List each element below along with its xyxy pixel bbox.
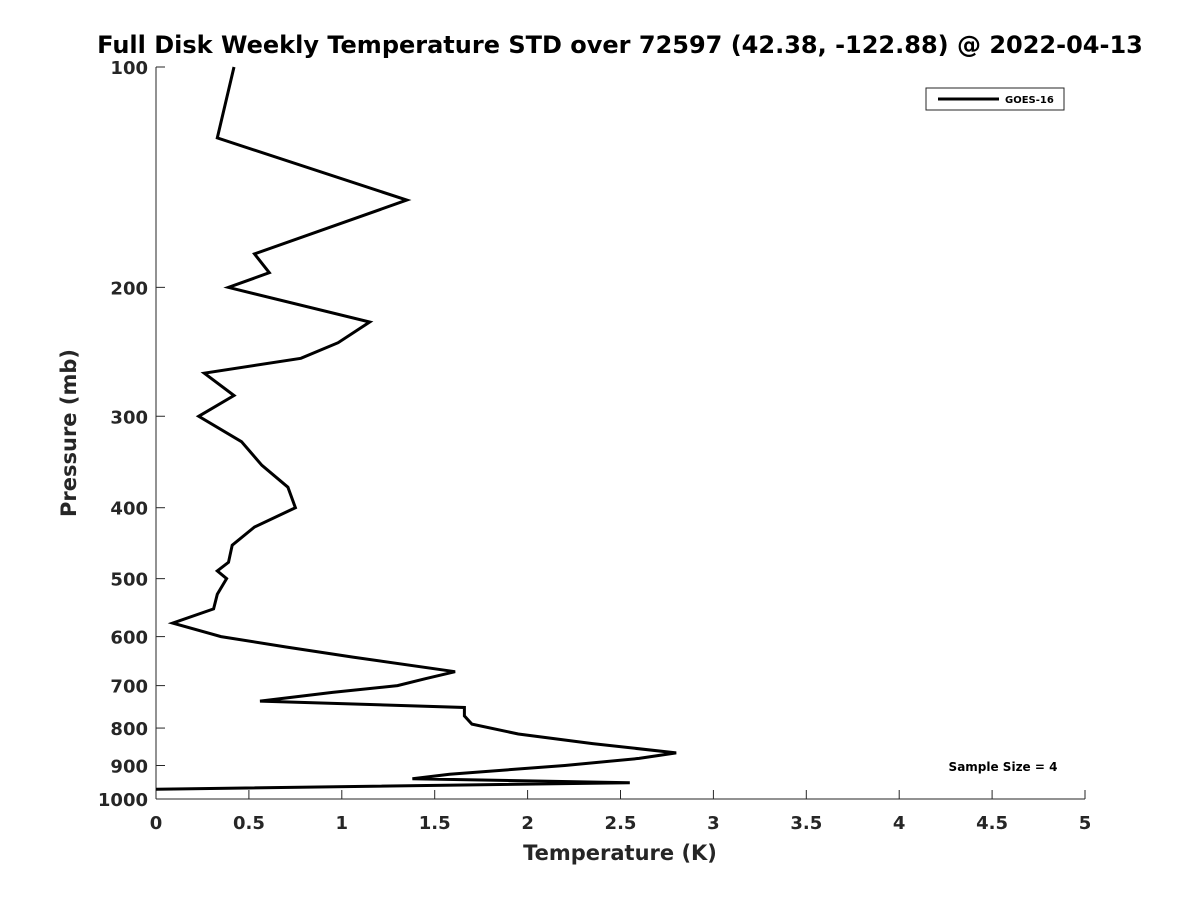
y-axis-label: Pressure (mb) [57,349,81,517]
y-tick-label: 800 [110,719,148,740]
y-tick-label: 500 [110,570,148,591]
y-tick-label: 300 [110,407,148,428]
x-tick-label: 2 [521,813,534,834]
x-tick-label: 4 [893,813,906,834]
y-tick-label: 900 [110,757,148,778]
x-tick-label: 1 [336,813,349,834]
y-tick-label: 200 [110,278,148,299]
x-tick-label: 0.5 [233,813,265,834]
series-line-goes-16 [155,66,677,791]
x-tick-label: 3.5 [790,813,822,834]
x-tick-label: 4.5 [976,813,1008,834]
axis-ticks [155,66,1086,800]
y-tick-labels: 100 200 300 400 500 600 700 800 900 1000 [98,58,148,811]
x-tick-label: 2.5 [605,813,637,834]
sample-size-annotation: Sample Size = 4 [949,760,1058,774]
y-tick-label: 1000 [98,790,148,811]
y-tick-label: 100 [110,58,148,79]
legend: GOES-16 [925,87,1065,111]
x-tick-label: 1.5 [419,813,451,834]
y-tick-label: 700 [110,677,148,698]
legend-label-goes-16: GOES-16 [1005,95,1054,106]
y-tick-label: 600 [110,628,148,649]
x-tick-label: 5 [1079,813,1092,834]
x-tick-labels: 0 0.5 1 1.5 2 2.5 3 3.5 4 4.5 5 [150,813,1092,834]
plot-area [156,67,1085,799]
x-axis-label: Temperature (K) [523,841,717,865]
chart-title: Full Disk Weekly Temperature STD over 72… [97,31,1143,59]
x-tick-label: 3 [707,813,720,834]
x-tick-label: 0 [150,813,163,834]
y-tick-label: 400 [110,499,148,520]
